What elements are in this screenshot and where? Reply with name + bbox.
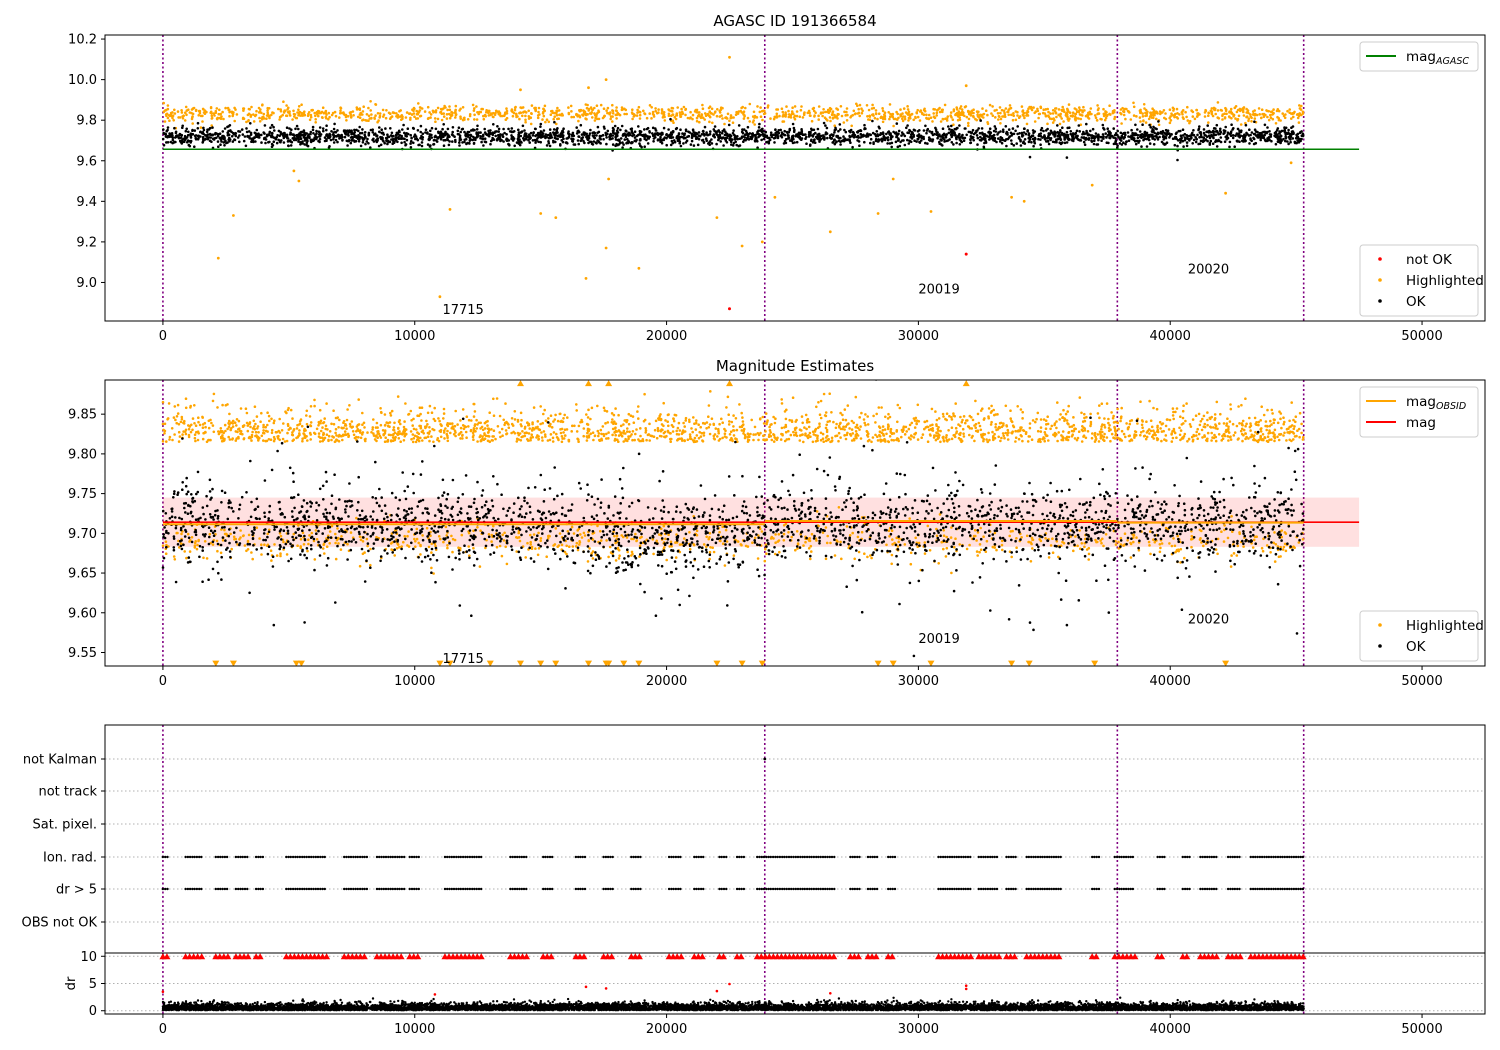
x-tick-label: 50000 [1401, 674, 1442, 689]
y-tick-label: 0 [89, 1004, 97, 1019]
x-tick-label: 0 [159, 674, 167, 689]
x-tick-label: 50000 [1401, 329, 1442, 344]
highlighted-outlier-points [217, 56, 1293, 298]
y-tick-label: 5 [89, 977, 97, 992]
axes-frame [105, 35, 1485, 321]
flag-point-not-kalman [763, 758, 766, 761]
highlighted-points [162, 100, 1304, 130]
legend-label: Highlighted [1406, 273, 1484, 289]
legend-marker-swatch [1378, 299, 1382, 303]
x-tick-label: 10000 [394, 674, 435, 689]
x-tick-label: 40000 [1150, 674, 1191, 689]
y-tick-label: 9.4 [76, 195, 97, 210]
obsid-annotation: 20019 [918, 283, 959, 298]
category-label: dr > 5 [56, 883, 97, 898]
legend-marker-swatch [1378, 278, 1382, 282]
y-tick-label: 9.0 [76, 276, 97, 291]
legend-top: magAGASC [1360, 42, 1478, 71]
y-tick-label: 9.80 [68, 447, 97, 462]
not-ok-points [728, 253, 968, 311]
x-tick-label: 20000 [646, 329, 687, 344]
y-tick-label: 10 [80, 950, 97, 965]
x-tick-label: 40000 [1150, 329, 1191, 344]
x-tick-label: 20000 [646, 1022, 687, 1037]
category-label: OBS not OK [22, 916, 98, 931]
ok-points [162, 378, 1305, 657]
dr-points [162, 997, 1305, 1012]
x-tick-label: 10000 [394, 329, 435, 344]
legend-label: OK [1406, 639, 1427, 655]
dr-outlier-points [162, 983, 968, 996]
plot-area [105, 953, 1485, 1014]
obsid-annotation: 20020 [1188, 612, 1229, 627]
x-tick-label: 30000 [898, 1022, 939, 1037]
obsid-annotation: 17715 [442, 303, 483, 318]
x-tick-label: 0 [159, 1022, 167, 1037]
category-label: not Kalman [23, 753, 97, 768]
clipped-above-marker [726, 380, 733, 386]
y-tick-label: 9.2 [76, 235, 97, 250]
flags-panel: not Kalman not track Sat. pixel. Ion. rad. d… [22, 725, 1486, 953]
category-label: Ion. rad. [43, 851, 97, 866]
category-label: Sat. pixel. [33, 818, 97, 833]
obsid-annotation: 17715 [442, 652, 483, 667]
highlighted-points [162, 390, 1305, 575]
x-tick-label: 40000 [1150, 1022, 1191, 1037]
agasc-magnitude-panel: AGASC ID 191366584 17715 20019 20020 0 10000 2… [68, 12, 1485, 344]
x-tick-label: 50000 [1401, 1022, 1442, 1037]
x-tick-label: 30000 [898, 674, 939, 689]
legend-label: Highlighted [1406, 618, 1484, 634]
legend-marker-swatch [1378, 623, 1382, 627]
ok-points [162, 118, 1305, 161]
legend-label: OK [1406, 294, 1427, 310]
x-tick-label: 0 [159, 329, 167, 344]
y-tick-label: 10.0 [68, 73, 97, 88]
category-label: not track [38, 785, 97, 800]
y-tick-label: 9.65 [68, 567, 97, 582]
clipped-above-marker [963, 380, 970, 386]
plot-area [162, 35, 1359, 321]
obsid-annotation: 20020 [1188, 262, 1229, 277]
plot-area [105, 725, 1485, 953]
x-tick-label: 20000 [646, 674, 687, 689]
clipped-above-marker [517, 380, 524, 386]
x-tick-label: 30000 [898, 329, 939, 344]
y-axis-label: dr [64, 976, 79, 990]
y-tick-label: 9.6 [76, 154, 97, 169]
clipped-above-marker [585, 380, 592, 386]
magnitude-estimates-panel: Magnitude Estimates 17715 20019 20020 0 10000… [68, 357, 1485, 689]
y-tick-label: 10.2 [68, 33, 97, 48]
legend-bottom: Highlighted OK [1360, 611, 1484, 661]
y-tick-label: 9.70 [68, 527, 97, 542]
clipped-above-marker [605, 380, 612, 386]
y-tick-label: 9.85 [68, 408, 97, 423]
legend-label: not OK [1406, 252, 1453, 268]
legend-label: mag [1406, 415, 1436, 431]
x-tick-label: 10000 [394, 1022, 435, 1037]
legend-bottom: not OK Highlighted OK [1360, 245, 1484, 316]
legend-marker-swatch [1378, 644, 1382, 648]
chart-title: AGASC ID 191366584 [713, 12, 876, 30]
y-tick-label: 9.60 [68, 606, 97, 621]
y-tick-label: 9.75 [68, 487, 97, 502]
obsid-annotation: 20019 [918, 632, 959, 647]
y-tick-label: 9.8 [76, 114, 97, 129]
legend-marker-swatch [1378, 257, 1382, 261]
chart-title: Magnitude Estimates [716, 357, 874, 375]
y-tick-label: 9.55 [68, 646, 97, 661]
plot-area [162, 378, 1359, 666]
